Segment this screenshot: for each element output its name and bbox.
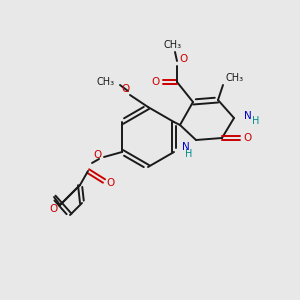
- Text: O: O: [179, 54, 187, 64]
- Text: N: N: [244, 111, 252, 121]
- Text: O: O: [152, 77, 160, 87]
- Text: O: O: [106, 178, 114, 188]
- Text: O: O: [121, 84, 129, 94]
- Text: O: O: [93, 150, 101, 160]
- Text: O: O: [49, 204, 57, 214]
- Text: N: N: [182, 142, 190, 152]
- Text: CH₃: CH₃: [97, 77, 115, 87]
- Text: O: O: [243, 133, 251, 143]
- Text: H: H: [252, 116, 260, 126]
- Text: H: H: [185, 149, 193, 159]
- Text: CH₃: CH₃: [225, 73, 243, 83]
- Text: CH₃: CH₃: [164, 40, 182, 50]
